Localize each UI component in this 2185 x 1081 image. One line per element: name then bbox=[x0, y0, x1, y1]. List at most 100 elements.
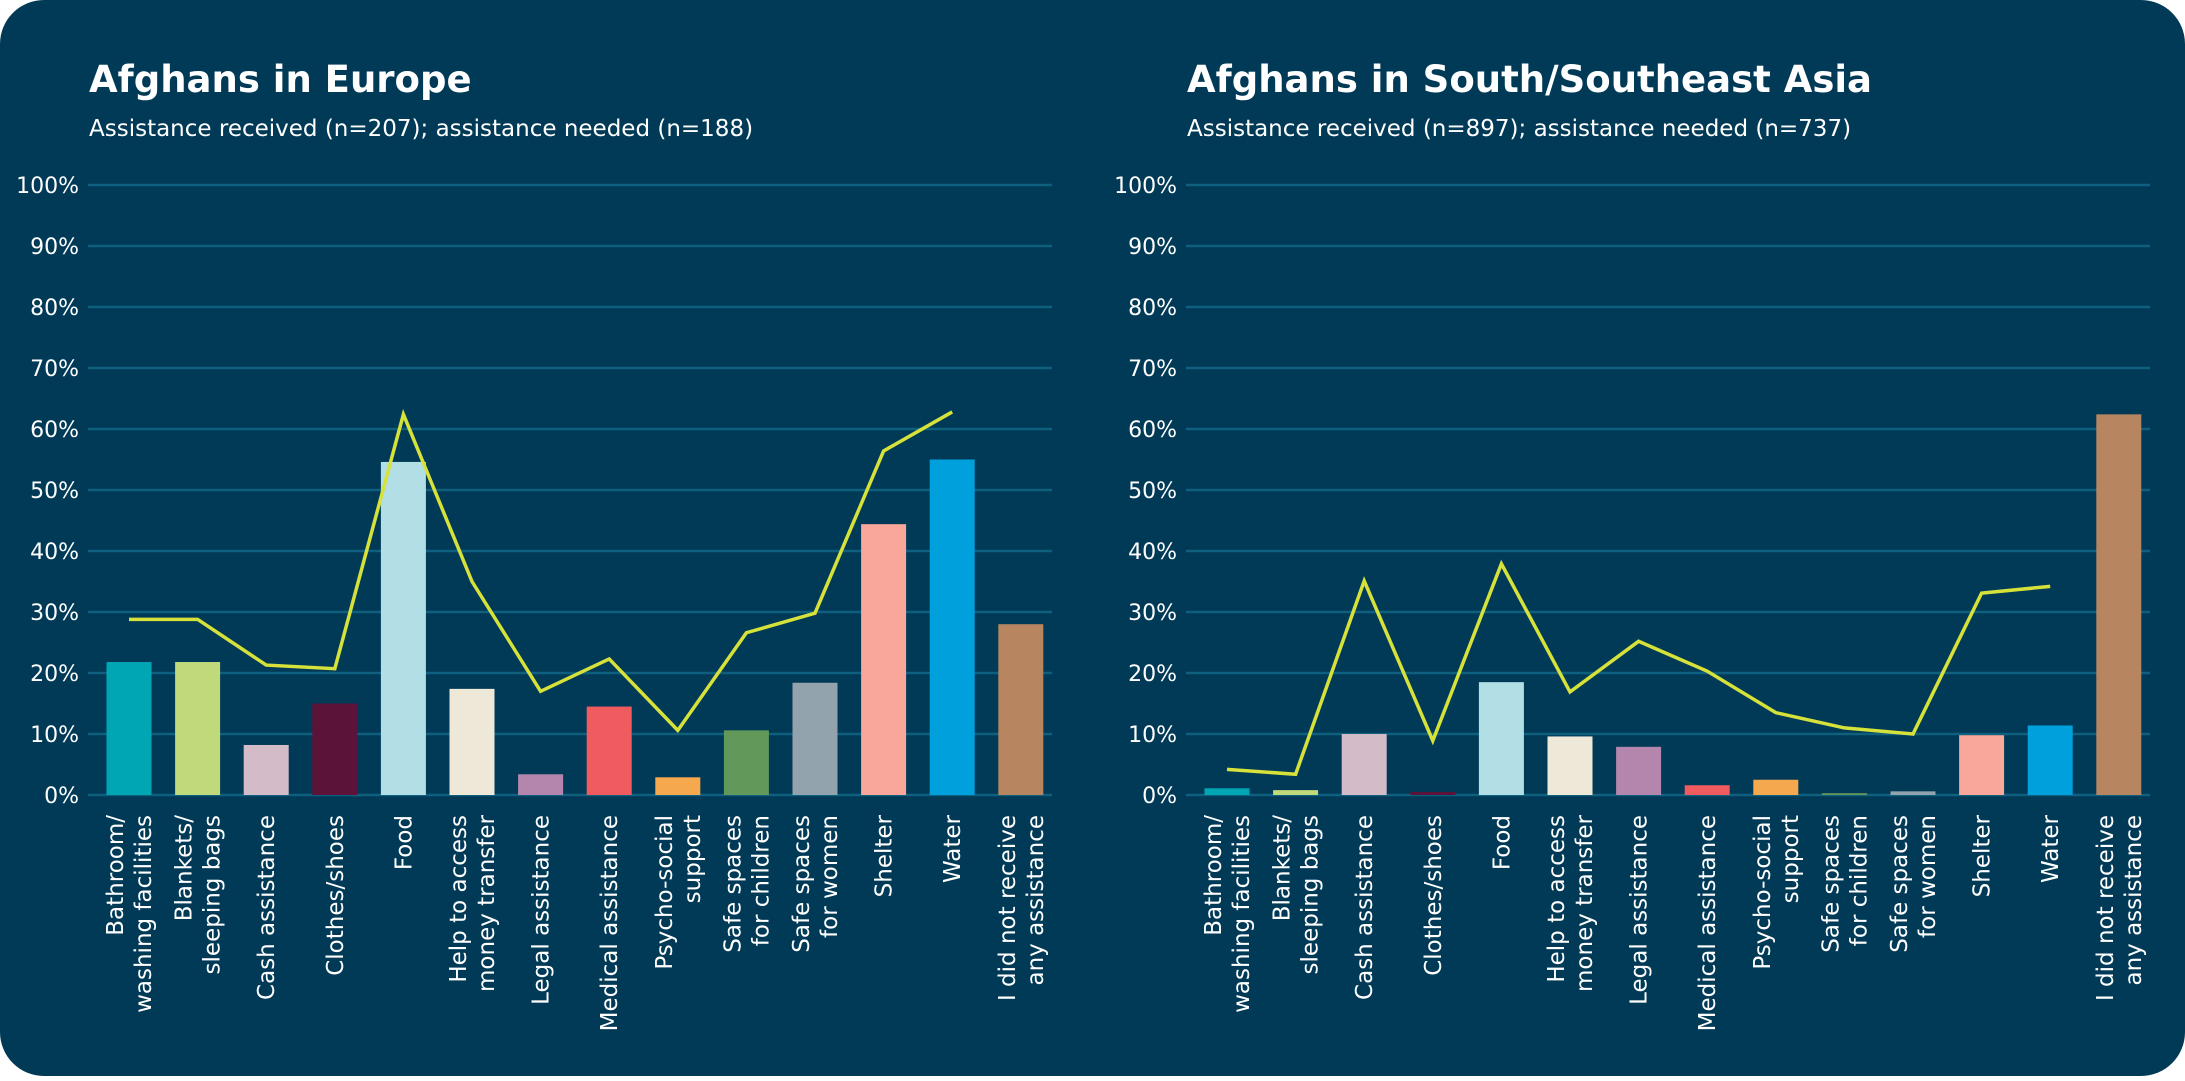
category-label: Shelter bbox=[872, 814, 898, 897]
bar bbox=[1821, 793, 1867, 795]
bar bbox=[1341, 734, 1387, 795]
bar bbox=[1890, 791, 1936, 795]
category-label: money transfer bbox=[1572, 814, 1598, 992]
y-tick-label: 30% bbox=[30, 601, 79, 626]
category-label: for children bbox=[1846, 815, 1872, 946]
category-label: Medical assistance bbox=[1695, 815, 1721, 1031]
bar bbox=[1410, 791, 1456, 795]
bar bbox=[175, 662, 221, 795]
bar bbox=[723, 730, 769, 795]
y-tick-label: 10% bbox=[30, 723, 79, 748]
y-tick-label: 20% bbox=[30, 662, 79, 687]
bar bbox=[792, 682, 838, 795]
category-label: for women bbox=[1915, 815, 1941, 938]
chart-europe: 0% 10% 20% 30% 40% 50% 60% 70% 80% 90% 100% Bathroo… bbox=[16, 174, 1052, 1031]
category-label: washing facilities bbox=[131, 815, 157, 1013]
category-label: Safe spaces bbox=[789, 815, 815, 953]
bar bbox=[655, 777, 701, 795]
y-tick-label: 70% bbox=[30, 357, 79, 382]
category-label: Bathroom/ bbox=[1201, 815, 1227, 936]
category-label: Safe spaces bbox=[1818, 815, 1844, 953]
chart-title-asia: Afghans in South/Southeast Asia bbox=[1187, 58, 1873, 101]
category-label: Medical assistance bbox=[597, 815, 623, 1031]
y-tick-label: 50% bbox=[30, 479, 79, 504]
category-label: sleeping bags bbox=[1298, 815, 1324, 974]
category-label: any assistance bbox=[1023, 815, 1049, 986]
category-label: for children bbox=[748, 815, 774, 946]
category-label: I did not receive bbox=[2093, 815, 2119, 1001]
category-label: money transfer bbox=[474, 814, 500, 992]
bar bbox=[1753, 779, 1799, 795]
category-label: Blankets/ bbox=[172, 815, 198, 921]
bar bbox=[1478, 682, 1524, 795]
y-tick-label: 70% bbox=[1128, 357, 1177, 382]
needed-line bbox=[129, 408, 954, 734]
bar bbox=[518, 774, 564, 795]
category-label: Legal assistance bbox=[529, 815, 555, 1005]
y-tick-label: 20% bbox=[1128, 662, 1177, 687]
y-tick-label: 60% bbox=[1128, 418, 1177, 443]
category-label: Psycho-social bbox=[1750, 815, 1776, 970]
category-label: I did not receive bbox=[995, 815, 1021, 1001]
bar bbox=[1959, 735, 2005, 795]
y-tick-label: 0% bbox=[44, 784, 79, 809]
category-label: Safe spaces bbox=[720, 815, 746, 953]
bar bbox=[1204, 788, 1250, 795]
category-label: Food bbox=[1489, 815, 1515, 870]
category-label: washing facilities bbox=[1229, 815, 1255, 1013]
category-label: Legal assistance bbox=[1627, 815, 1653, 1005]
category-label: Clothes/shoes bbox=[323, 815, 349, 976]
y-tick-label: 90% bbox=[30, 235, 79, 260]
category-label: any assistance bbox=[2121, 815, 2147, 986]
bar bbox=[586, 706, 632, 795]
bar bbox=[998, 624, 1044, 795]
y-tick-label: 30% bbox=[1128, 601, 1177, 626]
category-label: Water bbox=[940, 814, 966, 883]
bar bbox=[2096, 414, 2142, 795]
bar bbox=[929, 459, 975, 795]
bar bbox=[380, 461, 426, 795]
y-tick-label: 40% bbox=[1128, 540, 1177, 565]
bar bbox=[1273, 790, 1319, 795]
bar bbox=[1547, 736, 1593, 795]
bar bbox=[243, 744, 289, 795]
category-label: sleeping bags bbox=[200, 815, 226, 974]
bar bbox=[312, 703, 358, 795]
bar bbox=[2027, 725, 2073, 795]
bar bbox=[449, 688, 495, 795]
chart-title-europe: Afghans in Europe bbox=[89, 58, 472, 101]
bar bbox=[1616, 746, 1662, 795]
category-label: Shelter bbox=[1970, 814, 1996, 897]
category-label: for women bbox=[817, 815, 843, 938]
category-label: Cash assistance bbox=[254, 815, 280, 1000]
needed-line bbox=[1226, 559, 2051, 777]
y-tick-label: 50% bbox=[1128, 479, 1177, 504]
bar bbox=[106, 662, 152, 795]
y-tick-label: 10% bbox=[1128, 723, 1177, 748]
bar bbox=[1684, 785, 1730, 795]
bar bbox=[861, 524, 907, 795]
chart-subtitle-asia: Assistance received (n=897); assistance … bbox=[1187, 116, 1852, 142]
category-label: support bbox=[1778, 815, 1804, 903]
y-tick-label: 80% bbox=[30, 296, 79, 321]
category-label: Food bbox=[391, 815, 417, 870]
y-tick-label: 60% bbox=[30, 418, 79, 443]
y-tick-label: 100% bbox=[1114, 174, 1177, 199]
category-label: Water bbox=[2038, 814, 2064, 883]
y-tick-label: 90% bbox=[1128, 235, 1177, 260]
category-label: Help to access bbox=[446, 815, 472, 983]
category-label: Safe spaces bbox=[1887, 815, 1913, 953]
y-tick-label: 100% bbox=[16, 174, 79, 199]
category-label: Cash assistance bbox=[1352, 815, 1378, 1000]
category-label: Bathroom/ bbox=[103, 815, 129, 936]
category-label: Clothes/shoes bbox=[1421, 815, 1447, 976]
y-tick-label: 40% bbox=[30, 540, 79, 565]
y-tick-label: 0% bbox=[1142, 784, 1177, 809]
category-label: Help to access bbox=[1544, 815, 1570, 983]
category-label: support bbox=[680, 815, 706, 903]
category-label: Blankets/ bbox=[1270, 815, 1296, 921]
y-tick-label: 80% bbox=[1128, 296, 1177, 321]
category-label: Psycho-social bbox=[652, 815, 678, 970]
